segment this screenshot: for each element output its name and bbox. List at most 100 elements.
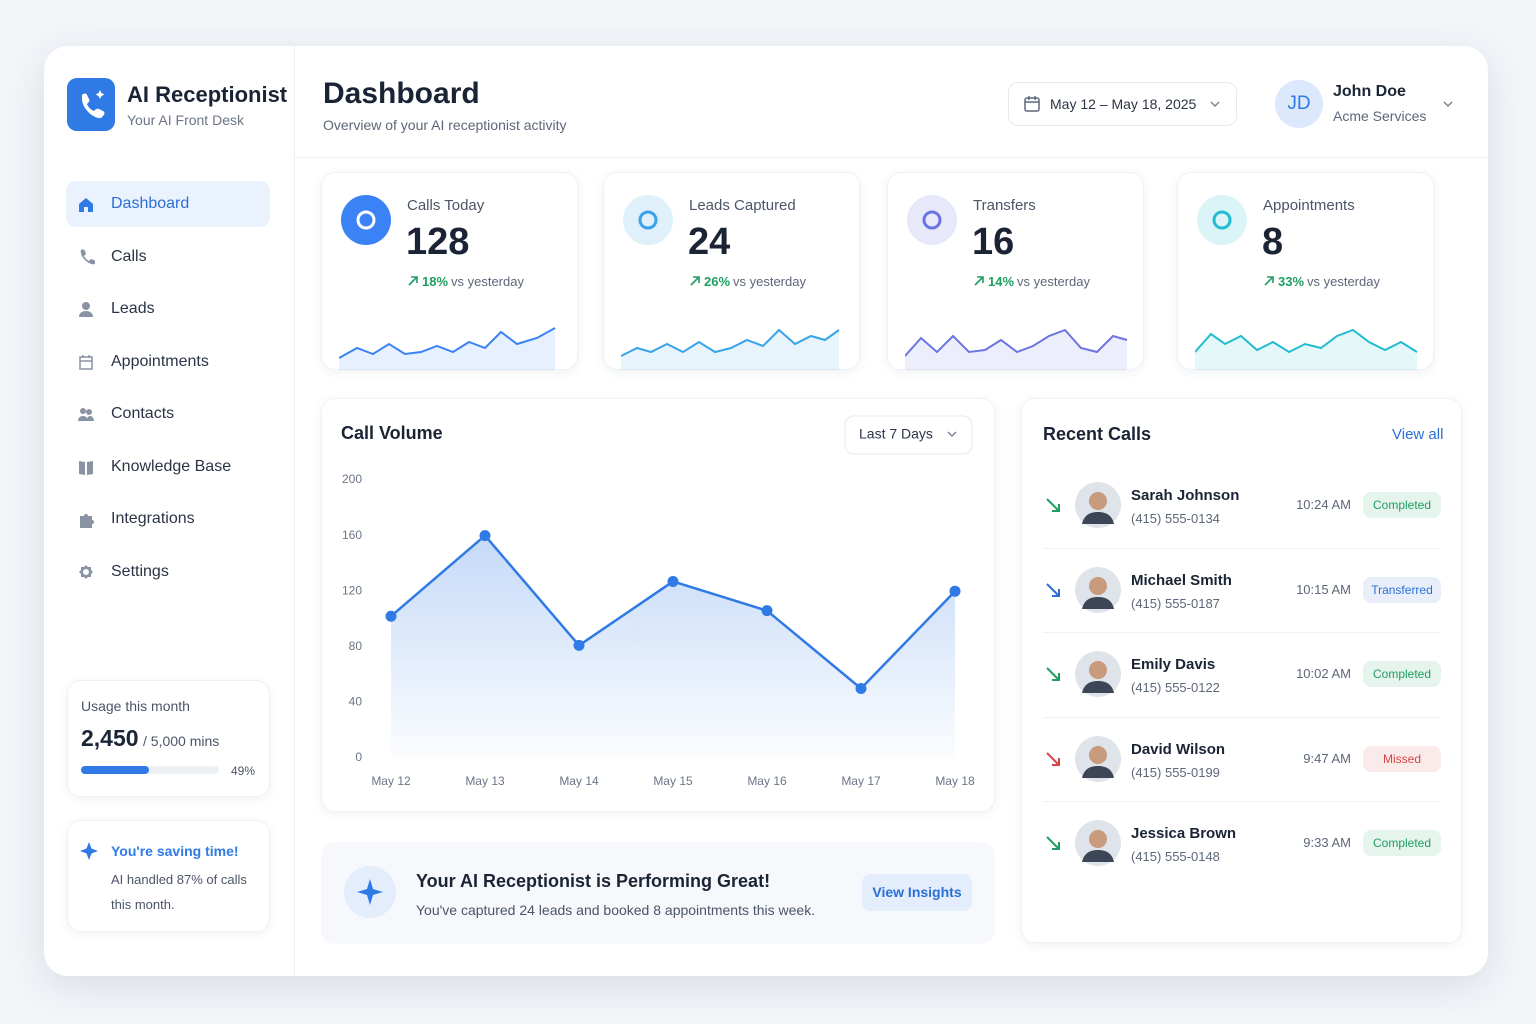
call-direction-arrow bbox=[1046, 751, 1060, 766]
trend-arrow-shape bbox=[690, 276, 700, 286]
stat-label: Leads Captured bbox=[689, 197, 796, 214]
user-name: John Doe bbox=[1333, 83, 1406, 100]
sparkline-line bbox=[621, 328, 840, 357]
call-time: 10:15 AM bbox=[1296, 581, 1351, 597]
stat-icon bbox=[907, 195, 957, 245]
user-chevron[interactable] bbox=[1442, 99, 1454, 109]
avatar-head bbox=[1089, 661, 1107, 679]
call-time: 9:47 AM bbox=[1303, 750, 1351, 766]
line-area bbox=[391, 535, 955, 758]
x-tick-label: May 18 bbox=[935, 774, 975, 788]
y-tick-label: 0 bbox=[355, 750, 362, 764]
call-direction-arrow bbox=[1046, 836, 1060, 850]
row-divider bbox=[1043, 801, 1441, 802]
chevron bbox=[1210, 101, 1220, 108]
call-time: 10:24 AM bbox=[1296, 497, 1351, 512]
x-tick-label: May 15 bbox=[653, 774, 693, 788]
trend-arrow-shape bbox=[1264, 276, 1274, 286]
calendar-icon bbox=[1024, 96, 1040, 112]
y-tick-label: 120 bbox=[342, 583, 362, 597]
call-direction bbox=[1046, 836, 1060, 850]
stat-icon-bg bbox=[341, 195, 391, 245]
stat-change: 26% bbox=[704, 274, 731, 289]
status-badge: Completed bbox=[1363, 492, 1441, 518]
row-divider bbox=[1043, 632, 1441, 633]
nav-item[interactable]: Calls bbox=[111, 247, 147, 265]
stat-change: 18% bbox=[422, 274, 449, 289]
caller-avatar bbox=[1075, 566, 1121, 613]
trend-arrow-shape bbox=[408, 276, 418, 286]
stat-icon bbox=[623, 195, 673, 245]
nav-icon-shape bbox=[79, 302, 93, 317]
y-tick-label: 160 bbox=[342, 528, 362, 542]
chart-filter[interactable] bbox=[844, 415, 973, 455]
chart-title: Call Volume bbox=[341, 423, 443, 443]
stat-icon-glyph bbox=[1212, 210, 1232, 230]
stat-label: Calls Today bbox=[407, 197, 485, 214]
sparkline bbox=[339, 327, 556, 370]
stat-icon-glyph bbox=[922, 210, 942, 230]
caller-phone: (415) 555-0199 bbox=[1131, 764, 1220, 780]
banner-button[interactable]: View Insights bbox=[862, 874, 972, 911]
sparkline-line bbox=[905, 328, 1128, 357]
nav-item[interactable]: Settings bbox=[111, 562, 169, 580]
view-all-link[interactable]: View all bbox=[1392, 426, 1444, 443]
stat-icon bbox=[341, 195, 391, 245]
avatar-body bbox=[1082, 596, 1114, 609]
nav-item[interactable]: Contacts bbox=[111, 405, 175, 422]
caller-name: Michael Smith bbox=[1131, 571, 1232, 589]
stat-change: 33% bbox=[1278, 274, 1305, 289]
stat-change-text: vs yesterday bbox=[451, 274, 524, 289]
line-point bbox=[385, 610, 397, 622]
nav-icon-shape bbox=[78, 408, 94, 421]
call-direction bbox=[1046, 498, 1060, 512]
avatar-body bbox=[1082, 512, 1114, 524]
nav-item[interactable]: Integrations bbox=[111, 510, 195, 527]
stat-value: 24 bbox=[688, 221, 731, 263]
date-picker[interactable] bbox=[1008, 82, 1237, 126]
nav-item[interactable]: Leads bbox=[111, 300, 155, 317]
avatar-body bbox=[1082, 681, 1114, 693]
nav-icon bbox=[78, 408, 94, 421]
status-badge: Transferred bbox=[1363, 576, 1441, 603]
user-initials: JD bbox=[1287, 93, 1311, 114]
chevron bbox=[947, 431, 957, 438]
stat-icon-bg bbox=[1197, 195, 1247, 245]
banner-text: You've captured 24 leads and booked 8 ap… bbox=[416, 902, 816, 918]
x-tick-label: May 13 bbox=[465, 774, 505, 788]
usage-track bbox=[81, 766, 219, 774]
stat-label: Transfers bbox=[973, 197, 1036, 214]
nav-icon bbox=[79, 354, 93, 370]
sparkline-area bbox=[339, 328, 555, 370]
banner-title: Your AI Receptionist is Performing Great… bbox=[416, 871, 771, 891]
nav-item[interactable]: Knowledge Base bbox=[111, 457, 232, 475]
sparkline-line bbox=[1195, 328, 1418, 354]
caller-avatar bbox=[1075, 820, 1121, 866]
nav-icon-shape bbox=[79, 198, 93, 212]
nav-icon-shape bbox=[80, 248, 95, 264]
usage-bar bbox=[81, 766, 149, 774]
stat-icon-glyph bbox=[638, 210, 658, 230]
status-badge: Completed bbox=[1363, 830, 1441, 856]
nav-icon bbox=[80, 514, 94, 528]
tip-text: AI handled 87% of calls this month. bbox=[111, 872, 247, 912]
brand-logo bbox=[67, 78, 115, 131]
x-tick-label: May 14 bbox=[559, 774, 599, 788]
stat-change: 14% bbox=[988, 274, 1015, 289]
avatar-head bbox=[1089, 745, 1107, 764]
user-avatar[interactable] bbox=[1275, 80, 1323, 128]
trend-arrow bbox=[1264, 276, 1274, 286]
nav-item[interactable]: Appointments bbox=[111, 352, 209, 370]
stat-icon-bg bbox=[623, 195, 673, 245]
avatar-body bbox=[1082, 850, 1114, 862]
stat-label: Appointments bbox=[1263, 197, 1355, 214]
call-direction bbox=[1046, 667, 1060, 681]
sidebar-divider bbox=[294, 46, 295, 976]
call-direction bbox=[1046, 751, 1060, 766]
brand-title: AI Receptionist bbox=[127, 82, 288, 107]
stat-change-text: vs yesterday bbox=[1017, 274, 1090, 289]
chart-filter-label: Last 7 Days bbox=[859, 426, 933, 442]
nav-item[interactable]: Dashboard bbox=[111, 195, 190, 212]
trend-arrow-shape bbox=[974, 276, 984, 286]
caller-avatar bbox=[1075, 735, 1121, 782]
